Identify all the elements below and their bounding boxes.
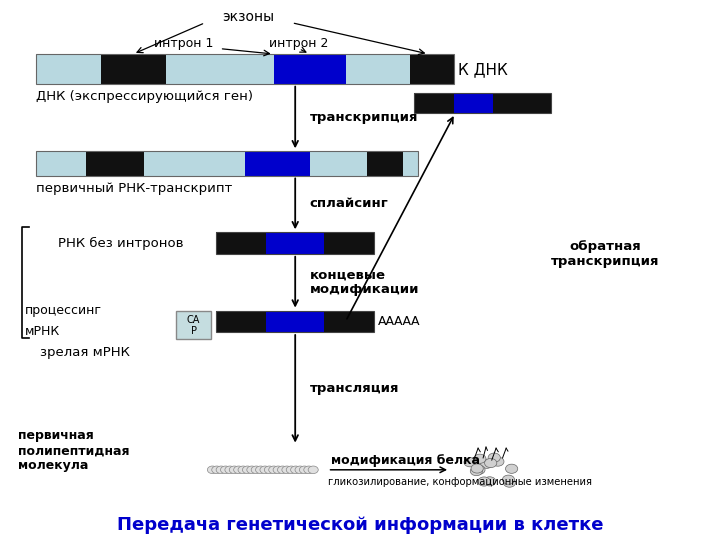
Bar bbox=[367, 151, 403, 176]
Text: концевые: концевые bbox=[310, 268, 386, 282]
Bar bbox=[245, 151, 310, 176]
Bar bbox=[266, 310, 324, 332]
Circle shape bbox=[260, 466, 270, 474]
Text: трансляция: трансляция bbox=[310, 382, 399, 395]
Circle shape bbox=[273, 466, 283, 474]
Circle shape bbox=[287, 466, 297, 474]
Bar bbox=[454, 93, 493, 113]
Bar bbox=[324, 232, 374, 254]
Circle shape bbox=[216, 466, 226, 474]
Circle shape bbox=[481, 459, 493, 468]
Bar bbox=[266, 232, 324, 254]
Bar bbox=[101, 54, 166, 84]
Text: гликозилирование, конформационные изменения: гликозилирование, конформационные измене… bbox=[328, 477, 592, 487]
Circle shape bbox=[488, 453, 500, 462]
Bar bbox=[36, 151, 418, 176]
Circle shape bbox=[474, 454, 486, 463]
Bar bbox=[324, 310, 374, 332]
Bar bbox=[216, 310, 374, 332]
Circle shape bbox=[282, 466, 292, 474]
Circle shape bbox=[473, 465, 485, 475]
Text: модификация белка: модификация белка bbox=[331, 454, 480, 467]
Circle shape bbox=[464, 458, 476, 467]
Circle shape bbox=[225, 466, 235, 474]
Circle shape bbox=[220, 466, 230, 474]
Bar bbox=[414, 93, 454, 113]
Text: РНК без интронов: РНК без интронов bbox=[58, 237, 183, 249]
Circle shape bbox=[503, 475, 515, 484]
Text: Передача генетической информации в клетке: Передача генетической информации в клетк… bbox=[117, 516, 603, 534]
Bar bbox=[310, 151, 367, 176]
Text: первичный РНК-транскрипт: первичный РНК-транскрипт bbox=[36, 182, 233, 195]
Circle shape bbox=[264, 466, 274, 474]
Text: экзоны: экзоны bbox=[222, 10, 274, 24]
Bar bbox=[403, 151, 418, 176]
Bar bbox=[176, 310, 211, 339]
Bar bbox=[216, 232, 266, 254]
Circle shape bbox=[503, 478, 516, 487]
Circle shape bbox=[251, 466, 261, 474]
Circle shape bbox=[291, 466, 301, 474]
Bar bbox=[410, 54, 454, 84]
Bar bbox=[216, 232, 374, 254]
Text: обратная
транскрипция: обратная транскрипция bbox=[551, 240, 659, 268]
Circle shape bbox=[277, 466, 287, 474]
Bar bbox=[346, 54, 410, 84]
Circle shape bbox=[304, 466, 314, 474]
Circle shape bbox=[238, 466, 248, 474]
Circle shape bbox=[484, 477, 496, 486]
Circle shape bbox=[234, 466, 244, 474]
Circle shape bbox=[229, 466, 239, 474]
Bar bbox=[274, 54, 346, 84]
Text: К ДНК: К ДНК bbox=[457, 63, 508, 78]
Circle shape bbox=[505, 464, 518, 474]
Bar bbox=[166, 54, 274, 84]
Bar bbox=[36, 54, 454, 84]
Circle shape bbox=[471, 464, 483, 473]
Bar bbox=[36, 54, 454, 84]
Text: мРНК: мРНК bbox=[25, 325, 60, 338]
Text: процессинг: процессинг bbox=[25, 304, 102, 317]
Circle shape bbox=[256, 466, 266, 474]
Bar bbox=[36, 151, 86, 176]
Circle shape bbox=[269, 466, 279, 474]
Circle shape bbox=[212, 466, 222, 474]
Bar bbox=[36, 54, 101, 84]
Text: Р: Р bbox=[191, 326, 197, 336]
Text: интрон 1: интрон 1 bbox=[154, 37, 213, 50]
Text: сплайсинг: сплайсинг bbox=[310, 197, 388, 211]
Circle shape bbox=[207, 466, 217, 474]
Text: модификации: модификации bbox=[310, 282, 419, 296]
Text: зрелая мРНК: зрелая мРНК bbox=[40, 346, 130, 359]
Text: первичная
полипептидная
молекула: первичная полипептидная молекула bbox=[18, 429, 130, 472]
Bar bbox=[86, 151, 144, 176]
Bar bbox=[414, 93, 551, 113]
Circle shape bbox=[470, 467, 482, 476]
Bar bbox=[36, 151, 418, 176]
Bar bbox=[493, 93, 551, 113]
Circle shape bbox=[492, 457, 504, 466]
Text: транскрипция: транскрипция bbox=[310, 111, 418, 124]
Bar bbox=[216, 310, 266, 332]
Text: СА: СА bbox=[187, 315, 200, 326]
Circle shape bbox=[243, 466, 253, 474]
Circle shape bbox=[295, 466, 305, 474]
Text: интрон 2: интрон 2 bbox=[269, 37, 328, 50]
Circle shape bbox=[478, 477, 490, 486]
Circle shape bbox=[485, 458, 497, 468]
Bar bbox=[144, 151, 245, 176]
Circle shape bbox=[247, 466, 257, 474]
Circle shape bbox=[300, 466, 310, 474]
Circle shape bbox=[308, 466, 318, 474]
Text: ААААА: ААААА bbox=[378, 315, 420, 328]
Text: ДНК (экспрессирующийся ген): ДНК (экспрессирующийся ген) bbox=[36, 90, 253, 103]
